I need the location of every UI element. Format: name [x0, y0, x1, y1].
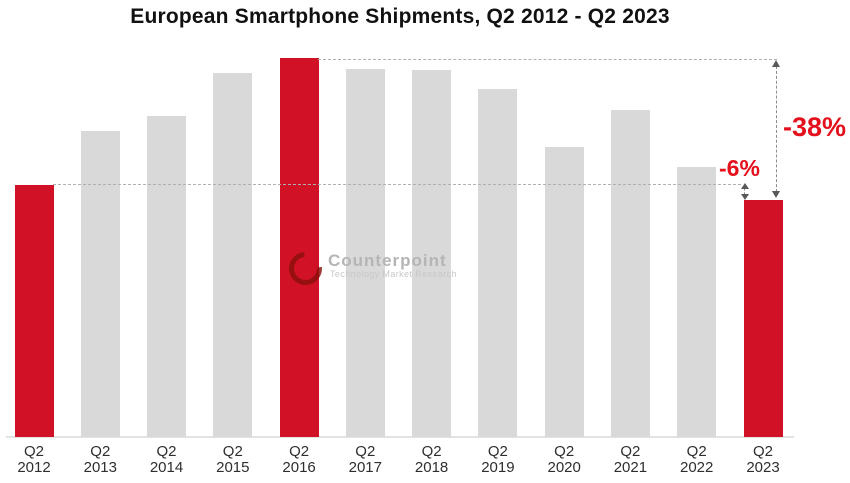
- chart-title: European Smartphone Shipments, Q2 2012 -…: [130, 5, 670, 28]
- bar-q2-2020: [544, 147, 584, 437]
- x-axis-label-2018: Q2 2018: [414, 443, 449, 476]
- x-axis-label-2012: Q2 2012: [17, 443, 51, 476]
- x-axis-baseline: [6, 436, 794, 438]
- bar-q2-2015: [213, 73, 253, 437]
- x-axis-label-2020: Q2 2020: [547, 443, 581, 476]
- arrow-down-icon: [772, 191, 780, 198]
- watermark-subtitle: Technology Market Research: [330, 269, 457, 279]
- x-axis-label-2017: Q2 2017: [348, 443, 382, 476]
- peak-reference-dashed-line: [318, 59, 777, 60]
- x-axis-label-2021: Q2 2021: [613, 443, 648, 476]
- x-axis-label-2019: Q2 2019: [481, 443, 515, 476]
- arrow-up-icon: [772, 60, 780, 67]
- small-arrow-down-icon: [741, 194, 749, 200]
- small-arrow-up-icon: [741, 183, 749, 189]
- bar-q2-2014: [147, 116, 186, 437]
- annotation-minus-6-percent: -6%: [719, 155, 760, 181]
- bar-q2-2012: [14, 185, 54, 437]
- watermark-brand-name: Counterpoint: [328, 251, 447, 270]
- bar-q2-2018: [412, 70, 452, 437]
- bar-q2-2022: [677, 167, 717, 437]
- bar-q2-2023: [743, 200, 783, 437]
- x-axis-label-2014: Q2 2014: [149, 443, 184, 476]
- x-axis-label-2013: Q2 2013: [83, 443, 117, 476]
- small-decline-arrow-line: [744, 188, 745, 195]
- peak-decline-arrow-line: [776, 66, 777, 192]
- bar-q2-2021: [610, 110, 650, 437]
- x-axis-label-2023: Q2 2023: [746, 443, 780, 476]
- bar-q2-2017: [345, 69, 385, 437]
- bar-q2-2013: [80, 131, 120, 437]
- bar-q2-2016: [279, 58, 319, 437]
- bar-q2-2019: [478, 89, 518, 437]
- annotation-minus-38-percent: -38%: [783, 112, 847, 142]
- x-axis-label-2022: Q2 2022: [680, 443, 714, 476]
- x-axis-label-2016: Q2 2016: [282, 443, 316, 476]
- x-axis-label-2015: Q2 2015: [216, 443, 250, 476]
- q2-2012-reference-dashed-line: [53, 184, 741, 185]
